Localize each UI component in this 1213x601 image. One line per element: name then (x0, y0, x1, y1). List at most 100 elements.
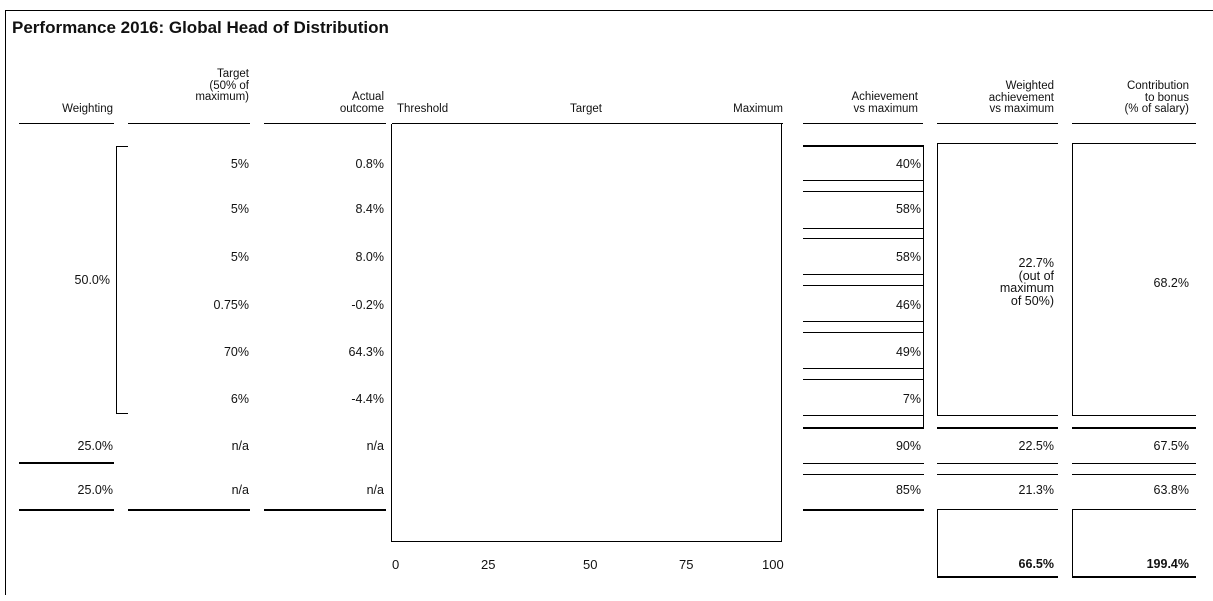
row-achievement: 46% (895, 298, 921, 312)
row-rule (937, 474, 1058, 475)
row-actual: 0.8% (355, 157, 385, 171)
achievement-box-divider (803, 379, 924, 380)
row-target: 5% (230, 202, 249, 216)
weighted-box-left (937, 143, 938, 415)
row-weighted: 22.5% (1018, 439, 1054, 453)
header-rule-weighted (937, 123, 1058, 124)
row-target: n/a (231, 483, 249, 497)
achievement-box-divider (803, 332, 924, 333)
group-bracket (116, 146, 117, 414)
row-weighting: 25.0% (77, 439, 113, 453)
header-rule-actual (264, 123, 386, 124)
page-title: Performance 2016: Global Head of Distrib… (12, 18, 389, 37)
totals-bottom-rule (1072, 576, 1196, 578)
row-achievement: 85% (895, 483, 921, 497)
row-rule (19, 462, 114, 464)
row-target: 6% (230, 392, 249, 406)
table-bottom-rule (803, 509, 924, 511)
row-weighted: 21.3% (1018, 483, 1054, 497)
row-achievement: 90% (895, 439, 921, 453)
row-achievement: 7% (902, 392, 921, 406)
row-rule (1072, 463, 1196, 464)
title-frame (5, 10, 1213, 41)
achievement-chart-panel (391, 124, 782, 542)
axis-tick-0: 0 (392, 557, 400, 572)
achievement-box-divider (803, 238, 924, 239)
contribution-box-top (1072, 143, 1196, 144)
total-contribution: 199.4% (1146, 557, 1189, 571)
contribution-box-bottom (1072, 415, 1196, 416)
achievement-box-top (803, 145, 924, 147)
header-rule-chart (392, 123, 783, 124)
row-target: 5% (230, 250, 249, 264)
row-contribution: 67.5% (1153, 439, 1189, 453)
axis-tick-50: 50 (583, 557, 598, 572)
row-target: 0.75% (213, 298, 249, 312)
row-weighting: 25.0% (77, 483, 113, 497)
row-actual: -4.4% (351, 392, 384, 406)
header-weighting: Weighting (62, 103, 113, 115)
weighted-box-top (937, 143, 1058, 144)
row-target: 5% (230, 157, 249, 171)
weighted-box-bottom (937, 415, 1058, 416)
group-weighted: 22.7% (out of maximum of 50%) (999, 256, 1054, 308)
table-bottom-rule (128, 509, 250, 511)
achievement-box-divider (803, 228, 924, 229)
row-target: n/a (231, 439, 249, 453)
axis-tick-25: 25 (481, 557, 496, 572)
header-rule-weighting (19, 123, 114, 124)
achievement-box-divider (803, 285, 924, 286)
axis-tick-75: 75 (679, 557, 694, 572)
header-contribution: Contribution to bonus (% of salary) (1124, 80, 1189, 115)
group-bracket-bottom (116, 413, 128, 414)
achievement-box-divider (803, 415, 924, 416)
contribution-box-left (1072, 143, 1073, 415)
achievement-box-divider (803, 321, 924, 322)
total-weighted: 66.5% (1018, 557, 1054, 571)
row-rule (937, 427, 1058, 429)
totals-bottom-rule (937, 576, 1058, 578)
row-achievement: 58% (895, 250, 921, 264)
row-rule (803, 463, 924, 464)
group-weighting: 50.0% (74, 273, 110, 287)
group-bracket-top (116, 146, 128, 147)
left-rule (5, 40, 6, 595)
table-bottom-rule (264, 509, 386, 511)
header-maximum: Maximum (733, 103, 783, 115)
row-contribution: 63.8% (1153, 483, 1189, 497)
header-threshold: Threshold (397, 103, 449, 115)
table-bottom-rule (1072, 509, 1196, 510)
table-bottom-rule (19, 509, 114, 511)
header-weighted: Weighted achievement vs maximum (988, 80, 1054, 115)
header-rule-achievement (803, 123, 923, 124)
row-achievement: 40% (895, 157, 921, 171)
axis-tick-100: 100 (762, 557, 784, 572)
header-rule-contribution (1072, 123, 1196, 124)
row-actual: n/a (366, 483, 384, 497)
achievement-box-divider (803, 180, 924, 181)
totals-box-left (1072, 509, 1073, 577)
header-target-mid: Target (570, 103, 602, 115)
row-rule (937, 463, 1058, 464)
row-actual: 64.3% (348, 345, 384, 359)
row-target: 70% (223, 345, 249, 359)
header-rule-target (128, 123, 250, 124)
row-achievement: 49% (895, 345, 921, 359)
row-rule (1072, 427, 1196, 429)
row-rule (803, 427, 924, 429)
row-actual: 8.4% (355, 202, 385, 216)
row-achievement: 58% (895, 202, 921, 216)
row-rule (1072, 474, 1196, 475)
achievement-group-right-edge (923, 145, 924, 427)
totals-box-left (937, 509, 938, 577)
achievement-box-divider (803, 274, 924, 275)
header-target: Target (50% of maximum) (195, 68, 249, 103)
table-bottom-rule (937, 509, 1058, 510)
achievement-box-divider (803, 191, 924, 192)
row-actual: n/a (366, 439, 384, 453)
row-actual: 8.0% (355, 250, 385, 264)
group-contribution: 68.2% (1153, 276, 1189, 290)
header-actual: Actual outcome (339, 91, 384, 115)
achievement-box-divider (803, 368, 924, 369)
row-actual: -0.2% (351, 298, 384, 312)
